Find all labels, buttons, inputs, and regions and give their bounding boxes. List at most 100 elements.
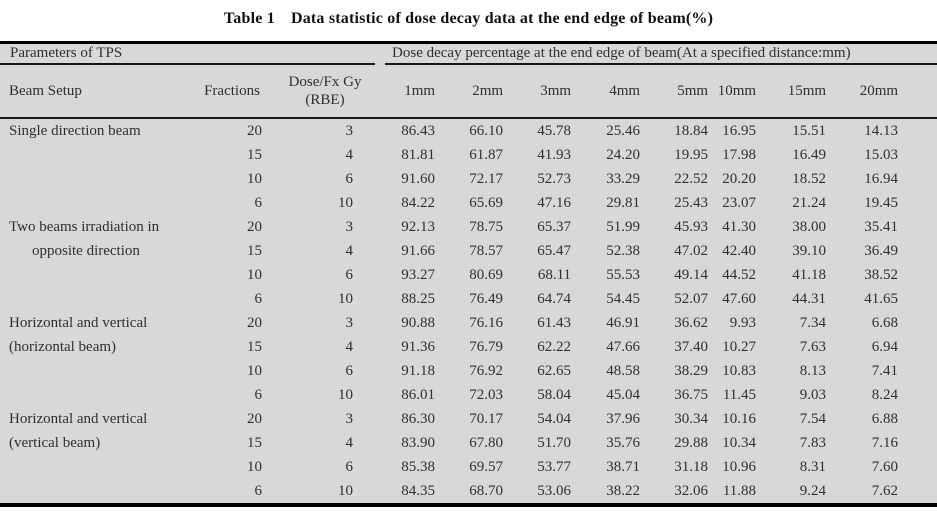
row-spacer — [900, 383, 937, 407]
decay-value-cell: 81.81 — [401, 147, 436, 163]
table-row: Horizontal and vertical (horizontal beam)… — [0, 311, 937, 355]
decay-value-cell: 66.10 — [469, 123, 504, 139]
decay-value-cell: 51.70 — [537, 435, 572, 451]
decay-value-cell: 7.54 — [799, 411, 827, 427]
decay-value-cell: 86.01 — [401, 387, 436, 403]
decay-value-cell: 38.52 — [864, 267, 899, 283]
decay-value-cell: 10.34 — [722, 435, 757, 451]
decay-value-cell: 29.88 — [674, 435, 709, 451]
decay-value-cell: 51.99 — [606, 219, 641, 235]
row-spacer — [900, 479, 937, 503]
table-row: 6 10 88.25 76.49 64.74 54.45 52.07 47.60 44.31 41… — [0, 287, 937, 311]
table-row: Horizontal and vertical (vertical beam) 20… — [0, 407, 937, 451]
decay-value-cell: 55.53 — [606, 267, 641, 283]
table-row: 10 6 91.60 72.17 52.73 33.29 22.52 20.20 18.52 16… — [0, 167, 937, 191]
decay-value-cell: 68.70 — [469, 483, 504, 499]
decay-value-cell: 83.90 — [401, 435, 436, 451]
decay-value-cell: 86.30 — [401, 411, 436, 427]
beam-setup-line: opposite direction — [32, 243, 140, 259]
decay-value-cell: 38.22 — [606, 483, 641, 499]
decay-value-cell: 32.06 — [674, 483, 709, 499]
decay-value-cell: 25.46 — [606, 123, 641, 139]
row-spacer — [900, 191, 937, 215]
decay-value-cell: 90.88 — [401, 315, 436, 331]
dose-fx-cell: 3 — [345, 219, 354, 235]
decay-value-cell: 76.16 — [469, 315, 504, 331]
section-header-row: Parameters of TPS Dose decay percentage … — [0, 44, 937, 65]
row-spacer — [900, 407, 937, 431]
table-caption: Table 1 Data statistic of dose decay data… — [0, 0, 937, 41]
decay-value-cell: 6.94 — [871, 339, 899, 355]
decay-value-cell: 47.02 — [674, 243, 709, 259]
fractions-cell: 15 — [247, 147, 262, 163]
decay-value-cell: 64.74 — [537, 291, 572, 307]
decay-value-cell: 62.22 — [537, 339, 572, 355]
decay-value-cell: 30.34 — [674, 411, 709, 427]
dose-fx-cell: 10 — [338, 195, 354, 211]
beam-setup-cell: Horizontal and vertical (horizontal beam) — [0, 311, 190, 407]
fractions-cell: 15 — [247, 339, 262, 355]
table-body: Single direction beam 20 3 86.43 66.10 45.78 2… — [0, 118, 937, 503]
decay-value-cell: 20.20 — [722, 171, 757, 187]
decay-value-cell: 24.20 — [606, 147, 641, 163]
decay-value-cell: 41.30 — [722, 219, 757, 235]
decay-value-cell: 91.36 — [401, 339, 436, 355]
table-row: Single direction beam 20 3 86.43 66.10 45.78 2… — [0, 118, 937, 143]
decay-value-cell: 11.45 — [722, 387, 757, 403]
decay-value-cell: 38.71 — [606, 459, 641, 475]
col-header-1mm: 1mm — [376, 65, 438, 119]
decay-value-cell: 39.10 — [792, 243, 827, 259]
decay-value-cell: 35.41 — [864, 219, 899, 235]
section-header-right: Dose decay percentage at the end edge of… — [385, 44, 937, 65]
col-header-dose-fx-line1: Dose/Fx Gy — [288, 74, 362, 90]
decay-value-cell: 93.27 — [401, 267, 436, 283]
decay-value-cell: 14.13 — [864, 123, 899, 139]
beam-setup-cell: Horizontal and vertical (vertical beam) — [0, 407, 190, 503]
decay-value-cell: 9.93 — [729, 315, 757, 331]
row-spacer — [900, 239, 937, 263]
decay-value-cell: 18.52 — [792, 171, 827, 187]
table-row: 6 10 86.01 72.03 58.04 45.04 36.75 11.45 9.03 8.2… — [0, 383, 937, 407]
row-spacer — [900, 359, 937, 383]
decay-value-cell: 38.29 — [674, 363, 709, 379]
decay-value-cell: 45.78 — [537, 123, 572, 139]
decay-value-cell: 8.31 — [799, 459, 827, 475]
decay-value-cell: 45.93 — [674, 219, 709, 235]
col-header-3mm: 3mm — [505, 65, 574, 119]
decay-value-cell: 67.80 — [469, 435, 504, 451]
dose-fx-cell: 10 — [338, 291, 354, 307]
decay-value-cell: 48.58 — [606, 363, 641, 379]
decay-value-cell: 10.16 — [722, 411, 757, 427]
decay-value-cell: 21.24 — [792, 195, 827, 211]
beam-setup-line: Horizontal and vertical — [9, 315, 148, 331]
decay-value-cell: 84.35 — [401, 483, 436, 499]
decay-value-cell: 33.29 — [606, 171, 641, 187]
caption-text: Data statistic of dose decay data at the… — [290, 10, 714, 27]
fractions-cell: 15 — [247, 243, 262, 259]
dose-fx-cell: 3 — [345, 411, 354, 427]
decay-value-cell: 41.93 — [537, 147, 572, 163]
beam-setup-line: (vertical beam) — [9, 435, 101, 451]
fractions-cell: 20 — [247, 123, 262, 139]
fractions-cell: 10 — [247, 171, 262, 187]
col-header-20mm: 20mm — [828, 65, 901, 119]
decay-value-cell: 22.52 — [674, 171, 709, 187]
fractions-cell: 6 — [254, 387, 263, 403]
decay-value-cell: 8.13 — [799, 363, 827, 379]
decay-value-cell: 92.13 — [401, 219, 436, 235]
decay-value-cell: 15.51 — [792, 123, 827, 139]
row-spacer — [900, 335, 937, 359]
decay-value-cell: 54.04 — [537, 411, 572, 427]
decay-value-cell: 7.60 — [871, 459, 899, 475]
decay-value-cell: 76.79 — [469, 339, 504, 355]
decay-value-cell: 18.84 — [674, 123, 709, 139]
row-spacer — [900, 143, 937, 167]
col-header-2mm: 2mm — [437, 65, 506, 119]
decay-value-cell: 76.92 — [469, 363, 504, 379]
decay-value-cell: 11.88 — [722, 483, 757, 499]
decay-value-cell: 7.34 — [799, 315, 827, 331]
decay-value-cell: 44.52 — [722, 267, 757, 283]
fractions-cell: 6 — [254, 291, 263, 307]
decay-value-cell: 78.75 — [469, 219, 504, 235]
